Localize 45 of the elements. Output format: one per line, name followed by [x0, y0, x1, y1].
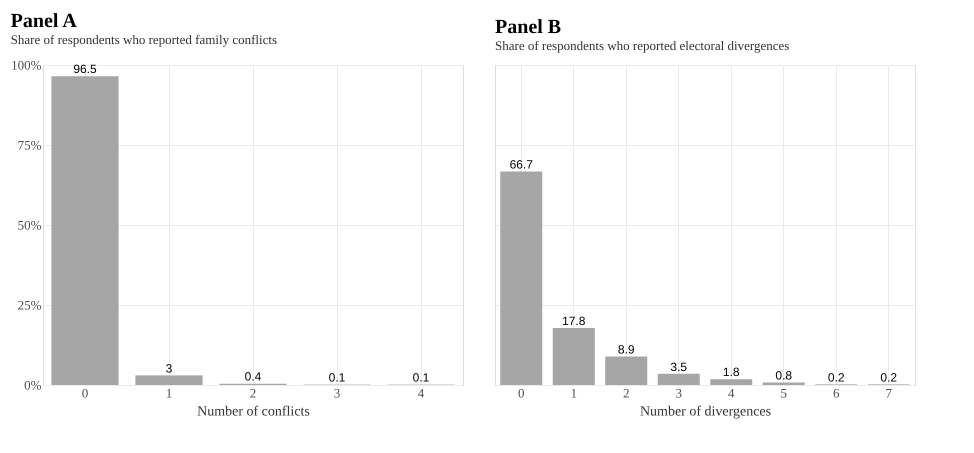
- data-label: 8.9: [618, 342, 635, 357]
- y-tick-label: 50%: [18, 218, 42, 232]
- x-tick-label: 3: [676, 386, 682, 400]
- y-tick-label: 100%: [11, 58, 42, 72]
- bar: [605, 356, 648, 385]
- x-tick-label: 1: [166, 386, 172, 400]
- chart-title: Panel A: [10, 10, 78, 32]
- bar: [762, 382, 805, 385]
- x-axis-title: Number of divergences: [640, 404, 772, 420]
- chart-subtitle: Share of respondents who reported electoral divergences: [495, 38, 790, 53]
- x-tick-label: 1: [570, 386, 577, 400]
- x-tick-label: 4: [418, 386, 425, 400]
- data-label: 1.8: [722, 365, 740, 380]
- bar: [552, 328, 595, 385]
- data-label: 0.4: [244, 370, 262, 384]
- bar: [658, 374, 700, 385]
- x-axis-title: Number of conflicts: [197, 404, 310, 420]
- x-tick-label: 0: [82, 386, 88, 400]
- x-tick-label: 2: [623, 386, 630, 400]
- bar: [135, 375, 203, 385]
- bar: [51, 76, 119, 385]
- data-label: 0.1: [328, 370, 346, 385]
- x-tick-label: 4: [728, 386, 735, 400]
- y-tick-label: 25%: [18, 298, 42, 312]
- chart-subtitle: Share of respondents who reported family conflicts: [10, 32, 278, 47]
- chart-title: Panel B: [495, 16, 562, 38]
- y-tick-label: 75%: [18, 138, 42, 152]
- y-tick-label: 0%: [24, 378, 42, 392]
- x-tick-label: 6: [833, 386, 840, 400]
- x-tick-label: 5: [780, 386, 787, 400]
- x-tick-label: 3: [334, 386, 340, 400]
- data-label: 0.2: [828, 370, 845, 384]
- x-tick-label: 0: [518, 386, 524, 400]
- bar: [500, 172, 542, 385]
- data-label: 3: [166, 361, 173, 376]
- data-label: 0.8: [775, 368, 792, 382]
- data-label: 3.5: [670, 360, 688, 374]
- data-label: 0.1: [412, 370, 430, 385]
- data-label: 66.7: [510, 158, 534, 172]
- data-label: 17.8: [562, 314, 586, 328]
- x-tick-label: 2: [250, 386, 256, 400]
- data-label: 96.5: [73, 62, 97, 76]
- x-tick-label: 7: [886, 386, 892, 400]
- data-label: 0.2: [880, 370, 898, 384]
- bar: [710, 379, 752, 385]
